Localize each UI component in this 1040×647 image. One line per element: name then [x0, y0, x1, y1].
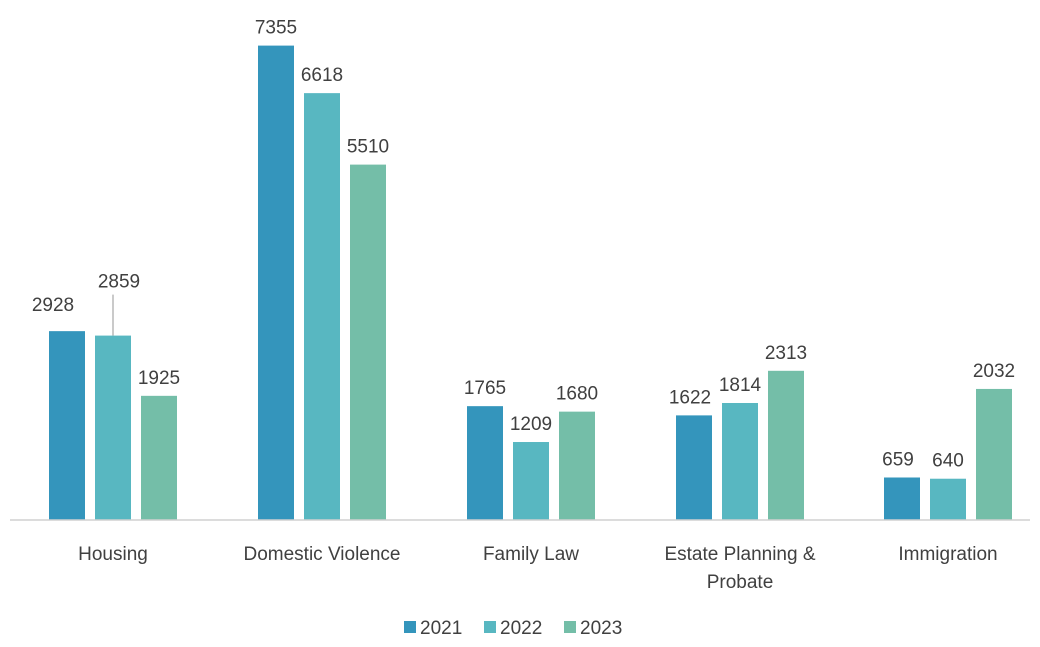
- bar-2021-2: [467, 406, 503, 520]
- bar-2021-3: [676, 415, 712, 520]
- bar-2022-4: [930, 478, 966, 520]
- bar-2023-1: [350, 164, 386, 521]
- bar-2022-2: [513, 442, 549, 520]
- data-label-2022-3: 1814: [719, 375, 762, 396]
- category-labels-layer: Housing Domestic Violence Family Law Estate…: [78, 544, 997, 593]
- data-label-2023-3: 2313: [765, 343, 807, 364]
- category-label: Domestic Violence: [243, 544, 400, 565]
- data-label-2021-4: 659: [882, 449, 914, 470]
- data-label-2021-1: 7355: [255, 18, 297, 39]
- data-label-2022-2: 1209: [510, 414, 552, 435]
- legend-swatch-2023: [564, 621, 576, 633]
- data-label-2023-0: 1925: [138, 368, 180, 389]
- category-label: Housing: [78, 544, 148, 565]
- bar-2023-0: [141, 395, 177, 520]
- data-label-2022-0: 2859: [98, 272, 140, 293]
- bar-2023-4: [976, 388, 1012, 520]
- category-label: Estate Planning &: [664, 544, 815, 565]
- bars-layer: [49, 45, 1012, 521]
- category-label: Immigration: [898, 544, 997, 565]
- bar-2021-1: [258, 45, 294, 520]
- data-label-2023-4: 2032: [973, 361, 1015, 382]
- data-label-2021-0: 2928: [32, 295, 74, 316]
- bar-2022-1: [304, 93, 340, 520]
- legend-label-2022: 2022: [500, 618, 542, 639]
- data-label-2021-2: 1765: [464, 378, 506, 399]
- data-label-2022-1: 6618: [301, 65, 343, 86]
- data-label-2023-1: 5510: [347, 137, 389, 158]
- legend-swatch-2022: [484, 621, 496, 633]
- bar-2023-3: [768, 370, 804, 520]
- bar-2021-0: [49, 331, 85, 520]
- bar-2023-2: [559, 411, 595, 520]
- data-label-2022-4: 640: [932, 451, 964, 472]
- legend: 2021 2022 2023: [404, 618, 622, 639]
- data-label-2021-3: 1622: [669, 387, 711, 408]
- data-label-2023-2: 1680: [556, 384, 598, 405]
- bar-2021-4: [884, 477, 920, 520]
- legend-label-2021: 2021: [420, 618, 462, 639]
- category-label: Family Law: [483, 544, 579, 565]
- bar-2022-3: [722, 402, 758, 520]
- legend-label-2023: 2023: [580, 618, 622, 639]
- category-label: Probate: [707, 572, 774, 593]
- bar-2022-0: [95, 335, 131, 520]
- legend-swatch-2021: [404, 621, 416, 633]
